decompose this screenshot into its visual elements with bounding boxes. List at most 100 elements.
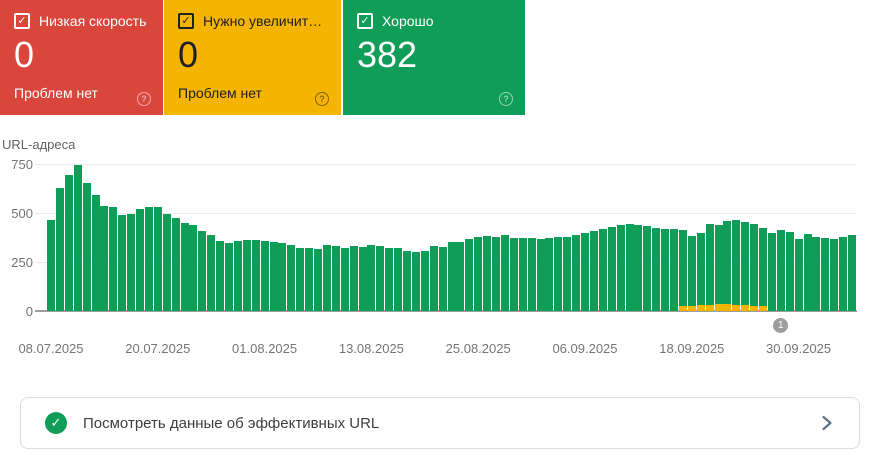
checkbox-poor-icon[interactable]: ✓ <box>14 13 30 29</box>
bar <box>598 228 607 311</box>
bar-segment-good <box>732 220 741 306</box>
bar-segment-good <box>670 229 678 311</box>
help-icon[interactable]: ? <box>315 92 329 106</box>
bar-segment-needs-improvement <box>696 305 705 311</box>
bar <box>785 231 794 311</box>
bar <box>545 237 554 311</box>
help-icon[interactable]: ? <box>137 92 151 106</box>
bar <box>55 187 64 311</box>
bar-segment-good <box>429 245 438 311</box>
bar <box>509 237 518 311</box>
bar-segment-good <box>403 251 411 311</box>
bar <box>776 230 785 311</box>
bar-segment-good <box>420 251 429 311</box>
bar <box>216 241 225 311</box>
card-good-value: 382 <box>357 34 418 75</box>
card-poor[interactable]: ✓ Низкая скорость 0 Проблем нет ? <box>0 0 163 115</box>
checkbox-needs-improvement-icon[interactable]: ✓ <box>178 13 194 29</box>
bar-segment-good <box>251 240 260 311</box>
bar-segment-good <box>474 236 483 311</box>
bar-segment-good <box>741 222 750 306</box>
bar-segment-good <box>714 225 723 305</box>
y-tick-label: 500 <box>11 206 33 221</box>
bar-segment-good <box>287 244 296 311</box>
bar <box>483 235 492 311</box>
x-axis-baseline <box>35 310 857 312</box>
bar <box>447 242 456 311</box>
bar <box>848 235 856 311</box>
bar-segment-good <box>55 187 64 311</box>
bar <box>723 221 732 311</box>
bar <box>803 234 812 311</box>
bar-segment-good <box>144 207 153 311</box>
bar <box>465 239 474 311</box>
bar <box>420 251 429 311</box>
bar <box>340 247 349 311</box>
bar-segment-good <box>776 230 785 311</box>
bar <box>794 239 803 311</box>
bar-segment-good <box>118 214 127 311</box>
x-tick-label: 01.08.2025 <box>232 341 298 356</box>
x-tick-label: 06.09.2025 <box>552 341 618 356</box>
bar-segment-needs-improvement <box>759 306 767 311</box>
bar <box>118 214 127 311</box>
chart-y-axis-title: URL-адреса <box>2 137 76 152</box>
bar <box>269 242 278 311</box>
x-tick-label: 13.08.2025 <box>338 341 404 356</box>
bar-segment-good <box>225 243 233 311</box>
bar <box>331 246 340 311</box>
help-icon[interactable]: ? <box>499 92 513 106</box>
bar <box>207 234 216 311</box>
bar-segment-good <box>661 228 670 311</box>
bar <box>322 245 331 311</box>
bar <box>759 227 767 311</box>
bar <box>474 236 483 311</box>
bar <box>670 229 678 311</box>
y-tick-label: 250 <box>11 255 33 270</box>
bar-segment-good <box>848 235 856 311</box>
card-needs-improvement-label: Нужно увеличит… <box>203 13 323 29</box>
bar-segment-good <box>242 240 251 311</box>
bar <box>634 224 643 311</box>
bar-segment-good <box>216 241 225 311</box>
gridline <box>35 213 857 214</box>
view-effective-urls-label: Посмотреть данные об эффективных URL <box>83 414 380 432</box>
bar <box>91 195 100 311</box>
bar <box>492 236 500 311</box>
bar <box>162 213 171 311</box>
bar-segment-good <box>153 207 162 311</box>
bar <box>741 222 750 311</box>
bar <box>687 235 696 311</box>
bar <box>554 236 563 311</box>
bar <box>296 247 305 311</box>
bar <box>714 225 723 311</box>
bar <box>581 233 589 311</box>
bar-segment-good <box>438 246 447 311</box>
bar <box>536 238 545 311</box>
card-good[interactable]: ✓ Хорошо 382 ? <box>343 0 525 115</box>
bar-segment-good <box>598 228 607 311</box>
bar-segment-good <box>394 248 403 311</box>
bar <box>705 224 714 311</box>
bar-segment-good <box>260 241 269 311</box>
bar-segment-good <box>643 226 652 311</box>
checkbox-good-icon[interactable]: ✓ <box>357 13 373 29</box>
bar-segment-good <box>278 243 287 311</box>
bar <box>260 241 269 311</box>
annotation-marker[interactable]: 1 <box>773 318 789 333</box>
bar-segment-good <box>91 195 100 311</box>
chevron-right-icon[interactable] <box>821 414 833 432</box>
bar <box>812 236 821 311</box>
bar <box>732 220 741 311</box>
bar <box>136 209 144 311</box>
bar-segment-good <box>198 230 207 311</box>
bar <box>394 248 403 311</box>
bar-segment-good <box>652 227 661 311</box>
bar <box>376 245 385 311</box>
bar-segment-good <box>73 164 82 311</box>
view-effective-urls-row[interactable]: ✓ Посмотреть данные об эффективных URL <box>20 397 860 449</box>
bar-segment-good <box>456 241 465 311</box>
bar-segment-needs-improvement <box>714 304 723 311</box>
bar <box>358 246 367 311</box>
card-needs-improvement[interactable]: ✓ Нужно увеличит… 0 Проблем нет ? <box>164 0 341 115</box>
